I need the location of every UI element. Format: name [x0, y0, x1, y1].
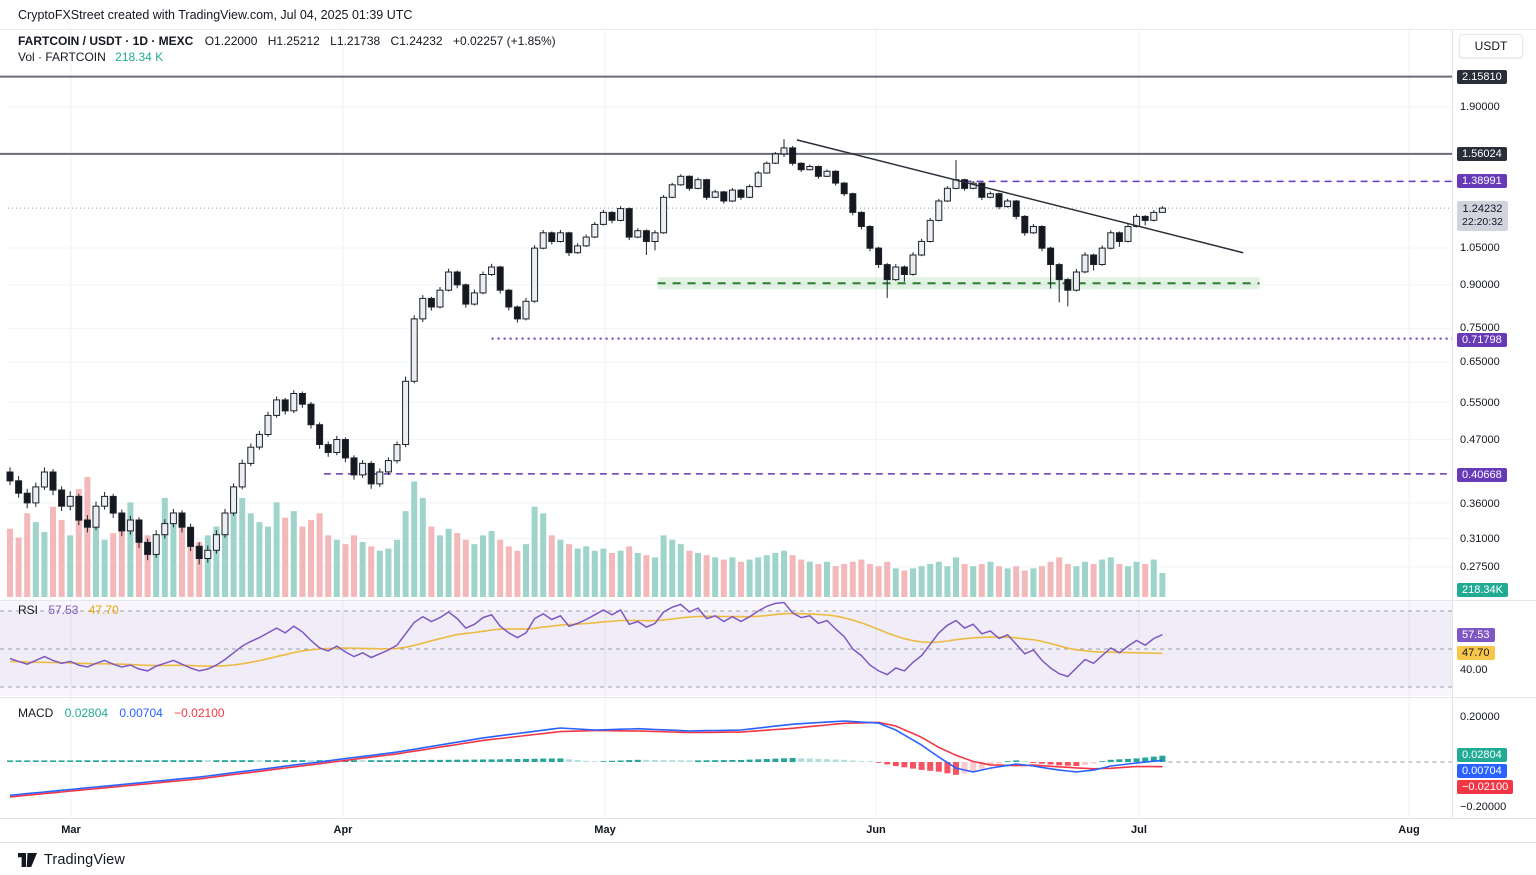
scale-badge-rsi: 57.53: [1457, 628, 1495, 642]
tradingview-logo-icon[interactable]: [18, 852, 37, 867]
trendline-layer: [796, 139, 1244, 254]
scale-badge-dark: 1.56024: [1457, 147, 1507, 161]
time-axis-month-jun: Jun: [866, 824, 886, 836]
scale-tick-label: 0.20000: [1460, 711, 1500, 723]
scale-badge-purple: 1.38991: [1457, 174, 1507, 188]
ohlc-close: C1.24232: [390, 34, 443, 48]
symbol-legend: FARTCOIN / USDT · 1D · MEXC O1.22000 H1.…: [18, 34, 563, 48]
symbol-title[interactable]: FARTCOIN / USDT · 1D · MEXC: [18, 34, 194, 48]
scale-badge-teal: 0.02804: [1457, 748, 1507, 762]
scale-badge-purple: 0.71798: [1457, 333, 1507, 347]
tradingview-brand-text[interactable]: TradingView: [44, 851, 125, 868]
scale-tick-label: 0.47000: [1460, 434, 1500, 446]
scale-tick-label: 0.31000: [1460, 533, 1500, 545]
scale-badge-blue: 0.00704: [1457, 764, 1507, 778]
scale-tick-label: 40.00: [1460, 664, 1488, 676]
volume-value: 218.34 K: [115, 50, 164, 64]
pane-separator-macd[interactable]: [0, 697, 1536, 698]
scale-badge-current: 1.24232 22:20:32: [1457, 201, 1508, 231]
time-axis[interactable]: Mar Apr May Jun Jul Aug: [0, 818, 1536, 843]
volume-legend: Vol · FARTCOIN 218.34 K: [18, 50, 163, 64]
ohlc-low: L1.21738: [330, 34, 381, 48]
scale-badge-teal: 218.34K: [1457, 583, 1508, 597]
rsi-pane-background: [0, 601, 1452, 696]
rsi-value: 57.53: [48, 603, 79, 617]
macd-line: [9, 720, 1163, 797]
macd-signal-value: −0.02100: [174, 706, 225, 720]
attribution-text: CryptoFXStreet created with TradingView.…: [18, 7, 413, 22]
volume-label[interactable]: Vol · FARTCOIN: [18, 50, 106, 64]
macd-legend: MACD 0.02804 0.00704 −0.02100: [18, 706, 225, 720]
scale-tick-label: 1.90000: [1460, 101, 1500, 113]
descending-trendline: [796, 139, 1244, 254]
rsi-line: [9, 601, 1163, 678]
pane-separator-rsi[interactable]: [0, 600, 1536, 601]
price-scale[interactable]: USDT 2.15810 1.90000 1.56024 1.38991 1.24232…: [1452, 30, 1536, 843]
grid-layer: [8, 30, 1452, 817]
currency-toggle-button[interactable]: USDT: [1459, 34, 1523, 58]
time-axis-month-mar: Mar: [61, 824, 81, 836]
time-axis-month-apr: Apr: [333, 824, 353, 836]
scale-tick-label: 0.90000: [1460, 279, 1500, 291]
scale-badge-dark: 2.15810: [1457, 70, 1507, 84]
levels-layer: [0, 75, 1452, 475]
macd-hist-value: 0.02804: [64, 706, 109, 720]
macd-line-value: 0.00704: [119, 706, 163, 720]
scale-tick-label: −0.20000: [1460, 801, 1507, 813]
time-axis-month-may: May: [594, 824, 616, 836]
rsi-ma-line: [9, 612, 1163, 667]
attribution-bar: CryptoFXStreet created with TradingView.…: [0, 0, 1536, 30]
candles-layer: [6, 139, 1166, 565]
time-axis-month-aug: Aug: [1398, 824, 1420, 836]
ohlc-change: +0.02257 (+1.85%): [452, 34, 556, 48]
footer-bar: TradingView: [0, 844, 1536, 875]
scale-tick-label: 0.27500: [1460, 561, 1500, 573]
scale-tick-label: 0.65000: [1460, 356, 1500, 368]
scale-badge-yellow: 47.70: [1457, 646, 1495, 660]
rsi-layer: [9, 601, 1163, 678]
scale-tick-label: 0.55000: [1460, 397, 1500, 409]
macd-layer: [7, 720, 1452, 798]
countdown-timer: 22:20:32: [1462, 216, 1503, 228]
scale-badge-red: −0.02100: [1457, 780, 1514, 794]
rsi-label[interactable]: RSI: [18, 603, 39, 617]
scale-tick-label: 0.36000: [1460, 498, 1500, 510]
ohlc-high: H1.25212: [267, 34, 320, 48]
ohlc-open: O1.22000: [204, 34, 258, 48]
volume-layer: [7, 477, 1166, 597]
macd-signal-line: [9, 721, 1163, 798]
rsi-legend: RSI 57.53 47.70: [18, 603, 119, 617]
scale-tick-label: 1.05000: [1460, 242, 1500, 254]
macd-label[interactable]: MACD: [18, 706, 54, 720]
scale-tick-label: 0.75000: [1460, 322, 1500, 334]
scale-badge-purple: 0.40668: [1457, 468, 1507, 482]
rsi-ma-value: 47.70: [88, 603, 119, 617]
time-axis-month-jul: Jul: [1131, 824, 1147, 836]
